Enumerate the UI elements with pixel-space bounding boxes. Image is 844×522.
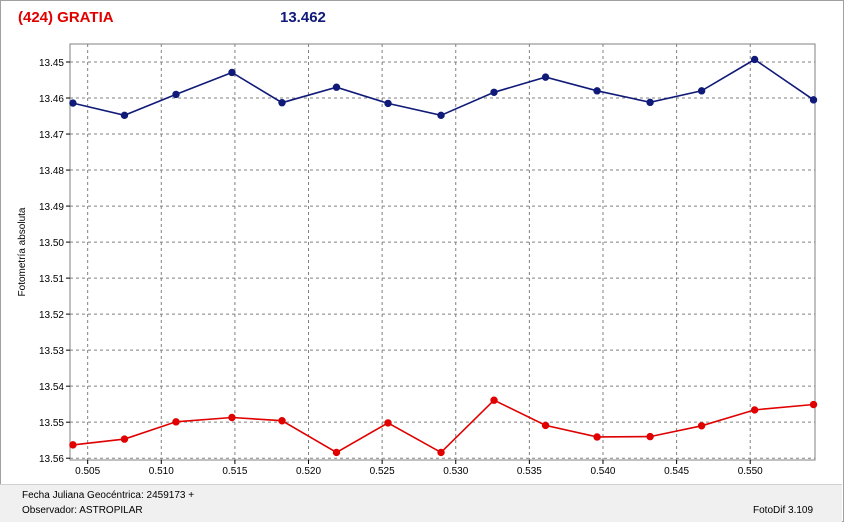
x-tick-label: 0.525 bbox=[370, 466, 395, 477]
plot-area bbox=[69, 43, 816, 461]
series-0-point bbox=[384, 99, 392, 108]
series-1-point bbox=[541, 421, 550, 430]
light-curve-chart: 0.505 0.510 0.515 0.520 0.525 0.530 0.535 0.540… bbox=[17, 43, 818, 477]
x-tick-label: 0.530 bbox=[443, 466, 468, 477]
x-tick-label: 0.510 bbox=[149, 466, 174, 477]
series-0-point bbox=[228, 68, 236, 77]
series-0-point bbox=[750, 55, 759, 64]
series-1-point bbox=[437, 448, 445, 457]
series-0-point bbox=[437, 111, 445, 120]
software-version: FotoDif 3.109 bbox=[753, 505, 814, 516]
series-0-point bbox=[646, 98, 654, 107]
y-tick-label: 13.45 bbox=[39, 58, 64, 69]
y-tick-label: 13.46 bbox=[39, 94, 64, 105]
y-axis-label: Fotometría absoluta bbox=[17, 207, 28, 296]
status-footer: Fecha Juliana Geocéntrica: 2459173 + Obs… bbox=[0, 484, 842, 522]
series-1-point bbox=[172, 418, 180, 426]
series-1-point bbox=[809, 400, 818, 409]
x-tick-label: 0.550 bbox=[738, 466, 763, 477]
series-0-point bbox=[120, 111, 129, 120]
series-0-point bbox=[172, 90, 180, 99]
x-tick-label: 0.515 bbox=[222, 466, 247, 477]
series-1-point bbox=[228, 413, 236, 422]
series bbox=[69, 55, 818, 457]
series-1-point bbox=[384, 419, 392, 427]
series-0-point bbox=[69, 99, 77, 107]
series-0-point bbox=[490, 88, 498, 96]
series-0-point bbox=[541, 73, 550, 81]
magnitude-value: 13.462 bbox=[280, 9, 326, 26]
series-1-point bbox=[278, 417, 286, 425]
series-1-point bbox=[697, 422, 706, 430]
series-1-point bbox=[120, 435, 129, 443]
y-tick-label: 13.52 bbox=[39, 310, 64, 321]
series-1-point bbox=[646, 432, 654, 441]
x-tick-label: 0.545 bbox=[664, 466, 689, 477]
series-0-point bbox=[332, 83, 341, 91]
series-1-point bbox=[750, 406, 759, 414]
series-1-point bbox=[69, 441, 77, 449]
y-tick-label: 13.48 bbox=[39, 166, 64, 177]
object-title: (424) GRATIA bbox=[18, 9, 114, 26]
y-tick-label: 13.51 bbox=[39, 274, 64, 285]
y-tick-label: 13.49 bbox=[39, 202, 64, 213]
series-0-point bbox=[809, 96, 818, 104]
x-tick-label: 0.535 bbox=[517, 466, 542, 477]
y-tick-label: 13.50 bbox=[39, 238, 64, 249]
y-tick-label: 13.55 bbox=[39, 418, 64, 429]
series-0-point bbox=[278, 99, 286, 107]
julian-date-label: Fecha Juliana Geocéntrica: 2459173 + bbox=[22, 490, 195, 501]
series-1-point bbox=[332, 448, 341, 457]
x-tick-label: 0.520 bbox=[296, 466, 321, 477]
series-0-point bbox=[697, 87, 706, 95]
observer-label: Observador: ASTROPILAR bbox=[22, 505, 143, 516]
series-1-point bbox=[593, 433, 601, 441]
x-tick-label: 0.505 bbox=[75, 466, 100, 477]
y-tick-label: 13.54 bbox=[39, 382, 64, 393]
x-tick-label: 0.540 bbox=[590, 466, 615, 477]
y-tick-label: 13.56 bbox=[39, 454, 64, 465]
y-tick-label: 13.53 bbox=[39, 346, 64, 357]
axes: 0.505 0.510 0.515 0.520 0.525 0.530 0.535 0.540… bbox=[39, 58, 763, 477]
grid bbox=[70, 44, 815, 460]
y-tick-label: 13.47 bbox=[39, 130, 64, 141]
series-0-point bbox=[593, 87, 601, 95]
series-1-point bbox=[490, 396, 498, 404]
